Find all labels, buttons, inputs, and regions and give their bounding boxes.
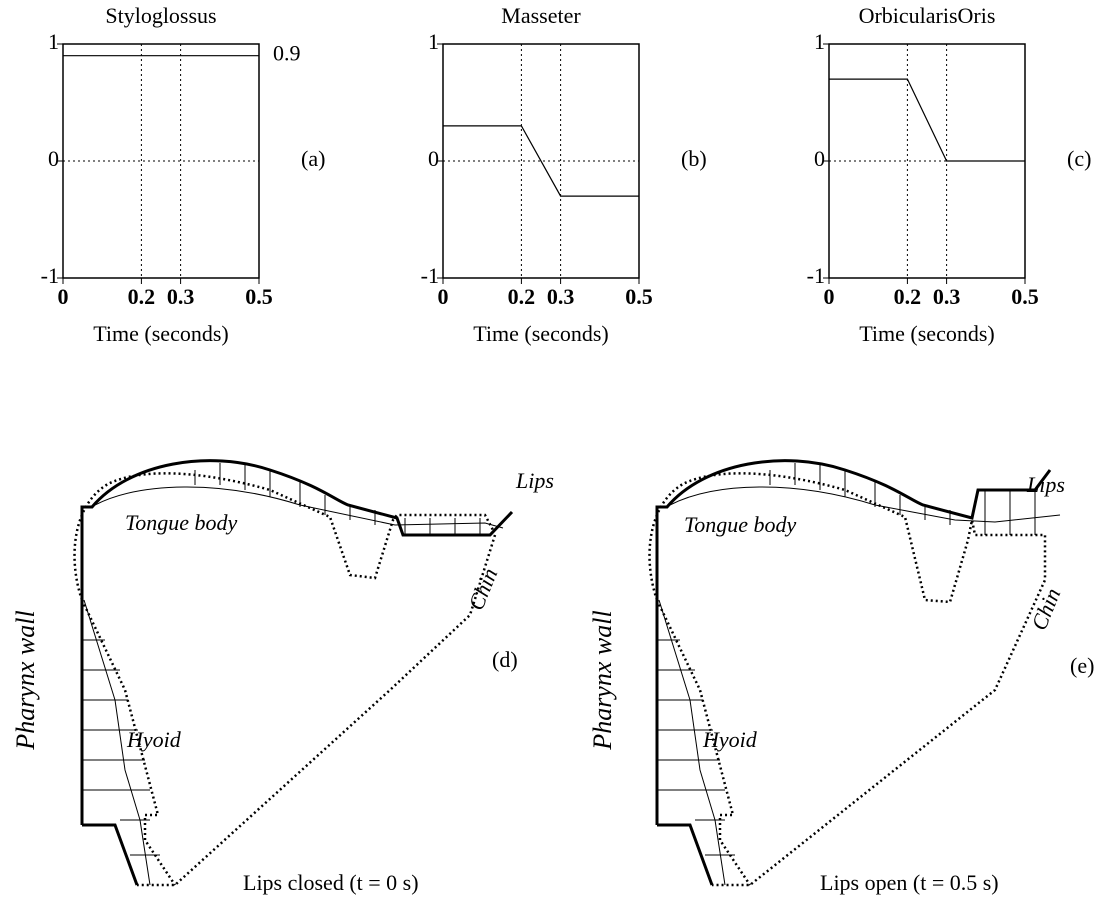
tongue-label: Tongue body (684, 512, 796, 537)
chart-title: Masseter (501, 3, 581, 28)
x-tick-label: 0.2 (128, 284, 156, 309)
x-tick-label: 0.5 (1011, 284, 1039, 309)
diagram-e (648, 459, 1061, 887)
y-tick-label: -1 (421, 263, 439, 288)
x-tick-label: 0.3 (167, 284, 195, 309)
caption: Lips open (t = 0.5 s) (820, 870, 999, 895)
y-tick-label: -1 (41, 263, 59, 288)
hyoid-label: Hyoid (126, 727, 182, 752)
x-tick-label: 0 (824, 284, 835, 309)
x-tick-label: 0.3 (933, 284, 961, 309)
x-tick-label: 0.3 (547, 284, 575, 309)
x-tick-label: 0 (438, 284, 449, 309)
value-label: 0.9 (273, 41, 301, 66)
panel-label: (e) (1070, 653, 1094, 678)
panel-label: (d) (492, 647, 518, 672)
chin-label: Chin (1026, 585, 1065, 634)
mesh (82, 463, 504, 886)
x-axis-label: Time (seconds) (473, 321, 608, 346)
hyoid-label: Hyoid (702, 727, 758, 752)
panel-label: (a) (301, 146, 325, 171)
y-tick-label: 1 (428, 29, 439, 54)
panel-label: (b) (681, 146, 707, 171)
lips-label: Lips (515, 468, 554, 493)
x-tick-label: 0.5 (625, 284, 653, 309)
lips-label: Lips (1026, 472, 1065, 497)
diagram-d (73, 459, 514, 887)
y-tick-label: 1 (814, 29, 825, 54)
x-tick-label: 0.2 (508, 284, 536, 309)
y-tick-label: 0 (428, 146, 439, 171)
x-tick-label: 0.2 (894, 284, 922, 309)
tongue-label: Tongue body (125, 510, 237, 535)
x-tick-label: 0 (58, 284, 69, 309)
chart-title: Styloglossus (105, 3, 216, 28)
frame (442, 43, 640, 279)
y-tick-label: 1 (48, 29, 59, 54)
line (829, 78, 1025, 162)
frame (62, 43, 260, 279)
chart-title: OrbicularisOris (859, 3, 996, 28)
y-tick-label: -1 (807, 263, 825, 288)
tongue-outline (73, 472, 497, 887)
panel-label: (c) (1067, 146, 1091, 171)
chin-label: Chin (463, 565, 502, 614)
x-axis-label: Time (seconds) (859, 321, 994, 346)
mesh (657, 463, 1061, 886)
y-tick-label: 0 (48, 146, 59, 171)
outline (655, 459, 1052, 886)
pharynx-label: Pharynx wall (11, 610, 40, 750)
pharynx-label: Pharynx wall (588, 610, 617, 750)
y-tick-label: 0 (814, 146, 825, 171)
x-tick-label: 0.5 (245, 284, 273, 309)
x-axis-label: Time (seconds) (93, 321, 228, 346)
outline (80, 459, 514, 886)
line (443, 125, 639, 197)
caption: Lips closed (t = 0 s) (243, 870, 419, 895)
tongue-outline (648, 472, 1047, 887)
